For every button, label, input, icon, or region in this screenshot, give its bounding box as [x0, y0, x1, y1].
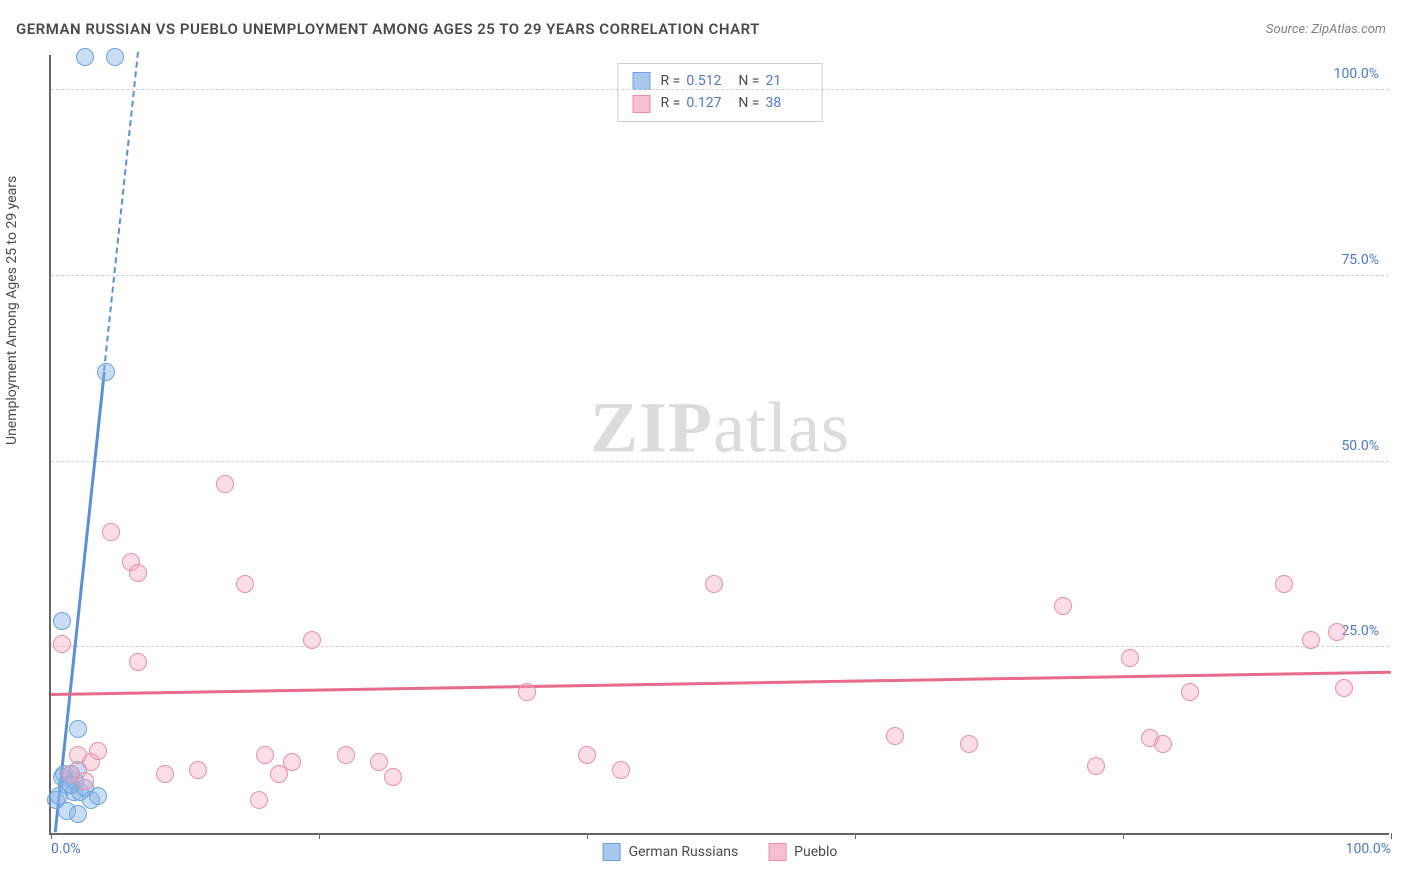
scatter-point — [283, 753, 301, 771]
scatter-point — [518, 683, 536, 701]
trend-line-dashed — [103, 52, 139, 372]
scatter-point — [1087, 757, 1105, 775]
stats-row: R =0.127 N = 38 — [633, 92, 808, 114]
scatter-point — [886, 727, 904, 745]
scatter-point — [69, 805, 87, 823]
legend-label: Pueblo — [794, 844, 837, 860]
x-tick-label: 100.0% — [1346, 841, 1391, 857]
scatter-point — [76, 48, 94, 66]
scatter-point — [612, 761, 630, 779]
scatter-point — [69, 720, 87, 738]
scatter-point — [89, 742, 107, 760]
legend-swatch — [633, 72, 651, 90]
x-tick — [587, 833, 588, 839]
scatter-point — [106, 48, 124, 66]
scatter-point — [1328, 623, 1346, 641]
x-tick — [319, 833, 320, 839]
scatter-point — [216, 475, 234, 493]
scatter-point — [303, 631, 321, 649]
legend-swatch — [633, 95, 651, 113]
scatter-plot: ZIPatlas R =0.512N =21R =0.127N =38 Germ… — [49, 55, 1389, 835]
stat-value-n: 38 — [765, 92, 807, 114]
watermark: ZIPatlas — [590, 387, 850, 470]
scatter-point — [102, 523, 120, 541]
scatter-point — [256, 746, 274, 764]
scatter-point — [129, 564, 147, 582]
chart-title: GERMAN RUSSIAN VS PUEBLO UNEMPLOYMENT AM… — [16, 20, 760, 38]
scatter-point — [960, 735, 978, 753]
x-tick — [1391, 833, 1392, 839]
scatter-point — [156, 765, 174, 783]
y-tick-label: 50.0% — [1341, 438, 1379, 454]
legend-label: German Russians — [629, 844, 739, 860]
scatter-point — [1121, 649, 1139, 667]
scatter-point — [384, 768, 402, 786]
legend-item: German Russians — [603, 843, 739, 861]
scatter-point — [76, 772, 94, 790]
y-tick-label: 25.0% — [1341, 623, 1379, 639]
gridline-h — [51, 89, 1389, 90]
gridline-h — [51, 646, 1389, 647]
scatter-point — [53, 635, 71, 653]
y-tick-label: 100.0% — [1334, 66, 1379, 82]
scatter-point — [53, 612, 71, 630]
x-tick-label: 0.0% — [51, 841, 81, 857]
scatter-point — [1275, 575, 1293, 593]
source-attribution: Source: ZipAtlas.com — [1266, 22, 1386, 37]
scatter-point — [250, 791, 268, 809]
scatter-point — [705, 575, 723, 593]
scatter-point — [337, 746, 355, 764]
legend-item: Pueblo — [768, 843, 837, 861]
scatter-point — [1054, 597, 1072, 615]
y-axis-label: Unemployment Among Ages 25 to 29 years — [4, 176, 20, 445]
scatter-point — [189, 761, 207, 779]
stats-box: R =0.512N =21R =0.127N =38 — [618, 63, 823, 122]
scatter-point — [97, 363, 115, 381]
scatter-point — [1181, 683, 1199, 701]
gridline-h — [51, 461, 1389, 462]
stat-value-r: 0.127 — [686, 92, 728, 114]
legend-swatch — [603, 843, 621, 861]
scatter-point — [1302, 631, 1320, 649]
scatter-point — [236, 575, 254, 593]
scatter-point — [370, 753, 388, 771]
legend: German Russians Pueblo — [603, 843, 838, 861]
stat-label-n: N = — [738, 92, 759, 114]
y-tick-label: 75.0% — [1341, 252, 1379, 268]
gridline-h — [51, 275, 1389, 276]
x-tick — [1123, 833, 1124, 839]
scatter-point — [129, 653, 147, 671]
stat-label-r: R = — [661, 92, 681, 114]
x-tick — [51, 833, 52, 839]
scatter-point — [578, 746, 596, 764]
scatter-point — [1335, 679, 1353, 697]
legend-swatch — [768, 843, 786, 861]
x-tick — [855, 833, 856, 839]
scatter-point — [1154, 735, 1172, 753]
